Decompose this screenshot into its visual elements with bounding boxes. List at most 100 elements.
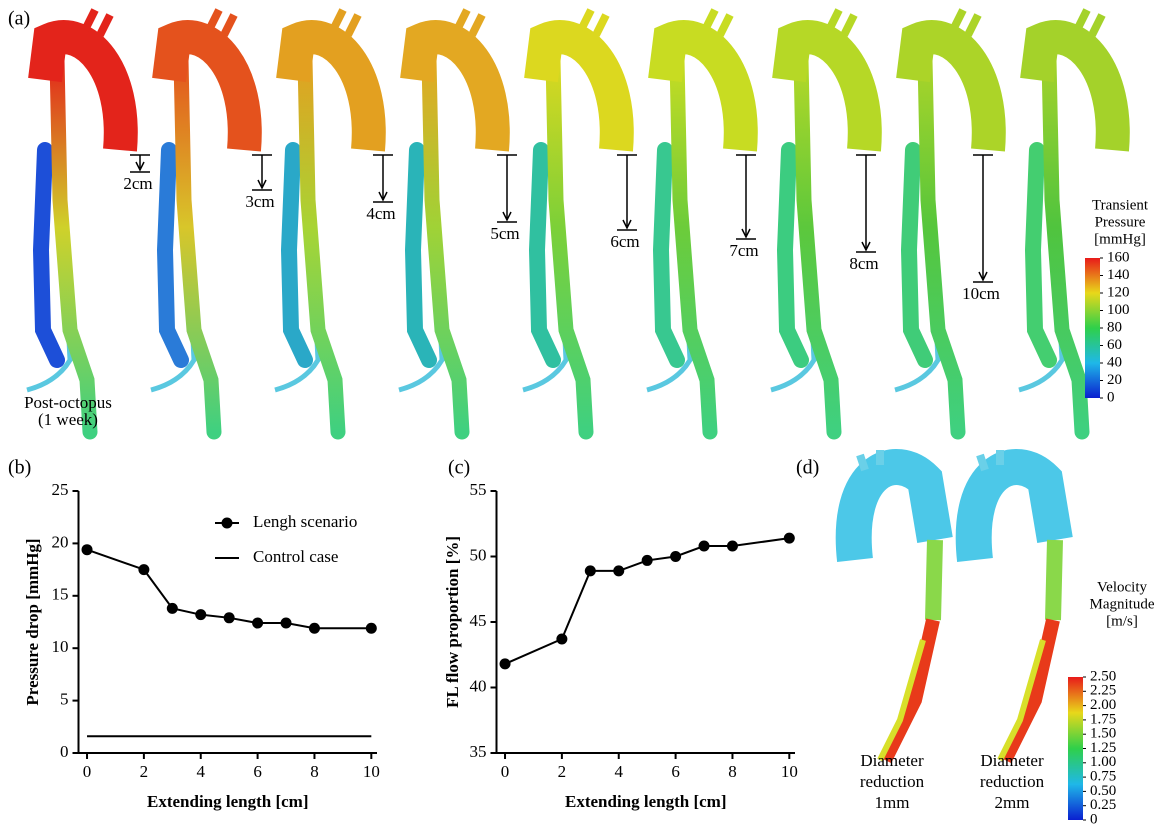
arch — [152, 20, 262, 152]
data-point — [698, 540, 710, 552]
false-lumen — [156, 142, 189, 368]
data-point — [365, 622, 377, 634]
caption: Diameter — [980, 751, 1044, 770]
arrow-head — [741, 228, 751, 239]
aorta-lower — [878, 618, 940, 764]
length-label: 5cm — [490, 224, 519, 243]
data-point — [783, 532, 795, 544]
x-tick-label: 4 — [614, 762, 623, 781]
x-tick-label: 8 — [310, 762, 319, 781]
colorbar-label: 0.50 — [1090, 783, 1116, 799]
y-tick-label: 50 — [470, 545, 487, 564]
aorta-mid — [925, 539, 943, 621]
baseline-label: (1 week) — [38, 410, 98, 429]
data-point — [81, 544, 93, 556]
colorbar-label: 1.50 — [1090, 726, 1116, 742]
y-tick-label: 35 — [470, 742, 487, 761]
supra-aortic — [949, 8, 982, 37]
x-tick-label: 4 — [196, 762, 205, 781]
supra-aortic — [453, 8, 486, 37]
data-point — [223, 612, 235, 624]
y-tick-label: 0 — [60, 742, 69, 761]
colorbar-title: Transient — [1092, 197, 1149, 213]
supra-aortic — [577, 8, 610, 37]
legend-marker — [221, 517, 233, 529]
data-point — [726, 540, 738, 552]
branch — [274, 299, 321, 393]
colorbar-label: 160 — [1107, 249, 1130, 265]
colorbar-label: 1.75 — [1090, 711, 1116, 727]
true-lumen — [1041, 52, 1090, 440]
colorbar-label: 80 — [1107, 319, 1122, 335]
data-point — [252, 617, 264, 629]
data-point — [195, 609, 207, 621]
colorbar-label: 100 — [1107, 302, 1130, 318]
arch — [28, 20, 138, 152]
x-axis-label: Extending length [cm] — [147, 792, 309, 811]
arrow-head — [622, 219, 632, 230]
arch — [772, 20, 882, 152]
false-lumen — [528, 142, 561, 368]
arch — [276, 20, 386, 152]
length-label: 3cm — [245, 192, 274, 211]
caption: reduction — [860, 772, 925, 791]
y-axis-label: Pressure drop [mmHg] — [23, 538, 42, 705]
true-lumen — [421, 52, 470, 440]
arrow-head — [978, 271, 988, 282]
caption: Diameter — [860, 751, 924, 770]
false-lumen — [1024, 142, 1057, 368]
colorbar-label: 2.00 — [1090, 697, 1116, 713]
colorbar-label: 40 — [1107, 354, 1122, 370]
y-tick-label: 10 — [52, 637, 69, 656]
arch — [524, 20, 634, 152]
colorbar — [1068, 677, 1083, 820]
aorta-lower-2 — [997, 639, 1046, 762]
true-lumen — [297, 52, 346, 440]
arch — [1020, 20, 1130, 152]
panel-label: (d) — [796, 457, 819, 479]
length-label: 7cm — [729, 241, 758, 260]
branch — [522, 299, 569, 393]
x-tick-label: 0 — [501, 762, 510, 781]
false-lumen — [900, 142, 933, 368]
y-tick-label: 40 — [470, 676, 487, 695]
true-lumen — [173, 52, 222, 440]
length-label: 2cm — [123, 174, 152, 193]
panel-label: (a) — [8, 8, 30, 30]
colorbar-label: 140 — [1107, 267, 1130, 283]
length-label: 10cm — [962, 284, 1000, 303]
colorbar-label: 60 — [1107, 337, 1122, 353]
supra-aortic — [329, 8, 362, 37]
false-lumen — [776, 142, 809, 368]
x-tick-label: 6 — [253, 762, 262, 781]
caption: 1mm — [875, 793, 910, 812]
data-point — [556, 633, 568, 645]
data-point — [641, 554, 653, 566]
y-tick-label: 45 — [470, 611, 487, 630]
colorbar-label: 0.25 — [1090, 797, 1116, 813]
arrow-head — [135, 161, 145, 172]
branch — [646, 299, 693, 393]
supra-aortic — [205, 8, 238, 37]
y-tick-label: 5 — [60, 690, 69, 709]
colorbar-label: 1.00 — [1090, 754, 1116, 770]
data-point — [670, 551, 682, 562]
colorbar-label: 2.25 — [1090, 683, 1116, 699]
aorta-vessels — [976, 450, 1004, 472]
colorbar-label: 1.25 — [1090, 740, 1116, 756]
colorbar-title: Magnitude — [1090, 596, 1155, 612]
x-tick-label: 6 — [671, 762, 680, 781]
x-tick-label: 2 — [140, 762, 149, 781]
data-point — [584, 565, 596, 577]
branch — [894, 299, 941, 393]
legend-label: Lengh scenario — [253, 512, 357, 531]
arrow-head — [502, 211, 512, 222]
colorbar-label: 20 — [1107, 372, 1122, 388]
true-lumen — [49, 52, 98, 440]
data-point — [280, 617, 292, 629]
true-lumen — [669, 52, 718, 440]
data-point — [499, 658, 511, 670]
colorbar-title: Velocity — [1097, 579, 1147, 595]
true-lumen — [545, 52, 594, 440]
